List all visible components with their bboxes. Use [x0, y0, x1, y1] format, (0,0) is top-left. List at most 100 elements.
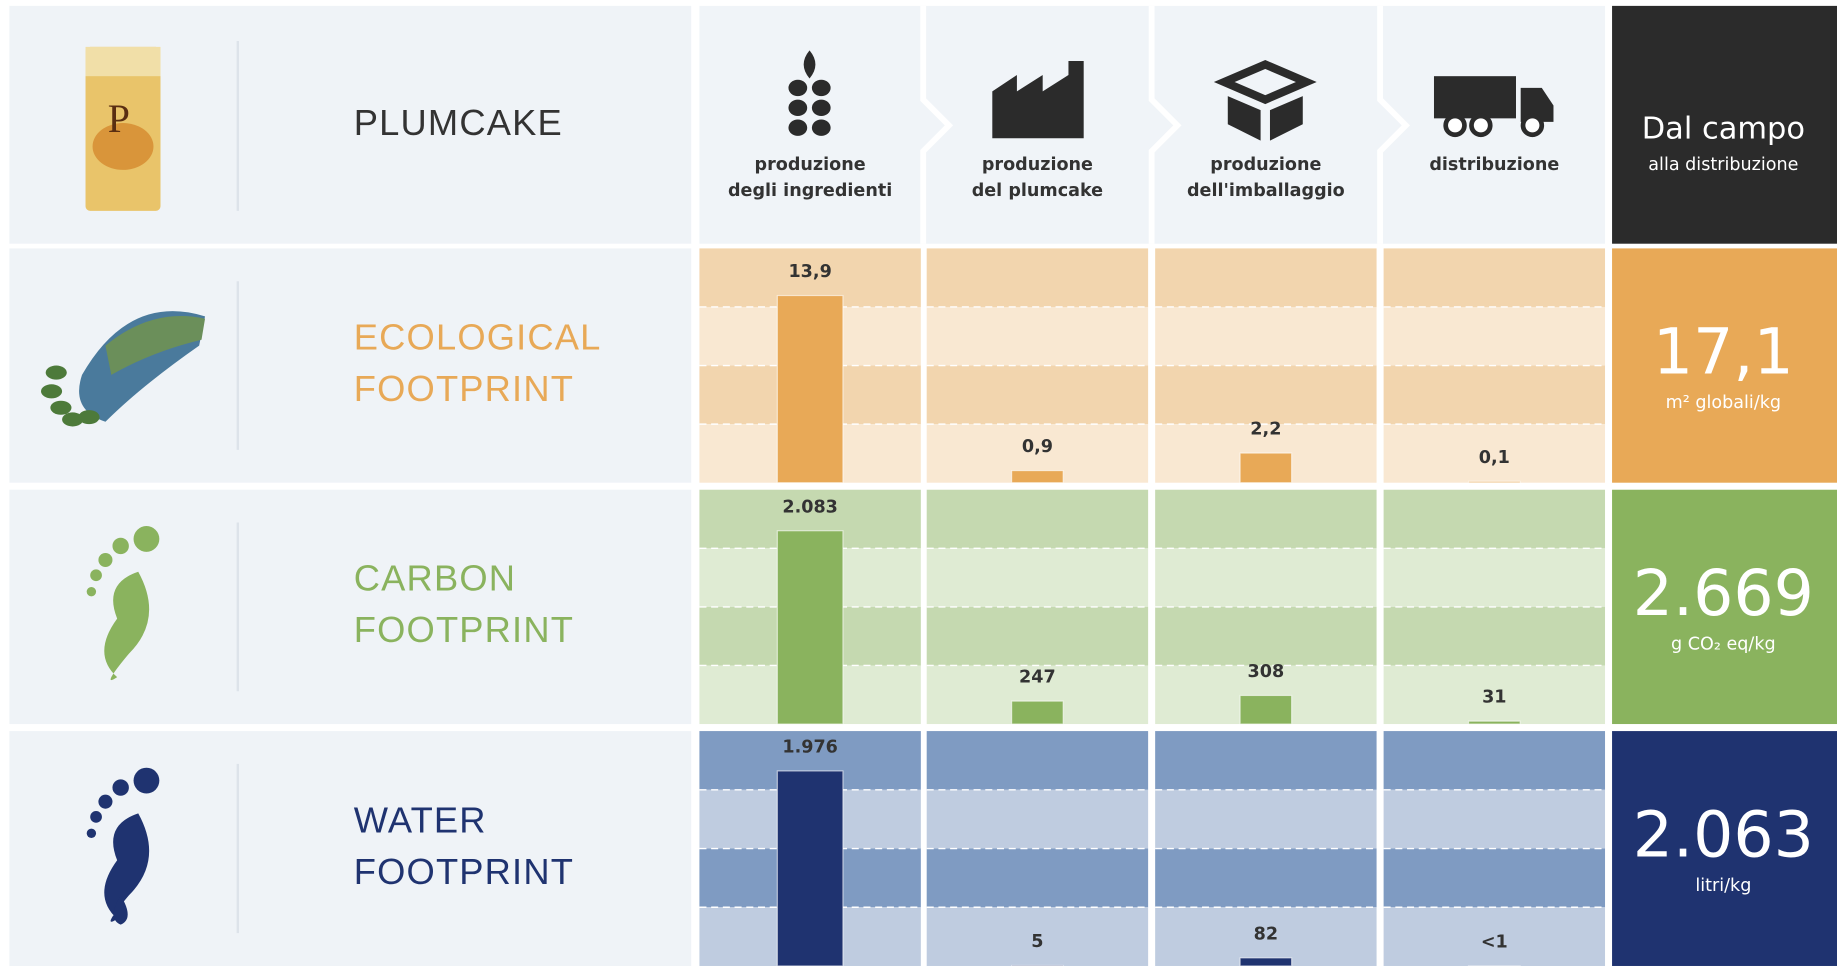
- value-label: 1.976: [782, 738, 838, 758]
- stage-label: degli ingredienti: [728, 181, 892, 201]
- band: [1155, 789, 1377, 849]
- bar: [1239, 957, 1293, 966]
- stage-label: del plumcake: [972, 181, 1103, 201]
- band: [1383, 606, 1606, 666]
- total-cell: [1612, 731, 1837, 966]
- value-label: 0,1: [1479, 448, 1510, 468]
- footprint-icon: [41, 311, 206, 427]
- band: [1155, 248, 1377, 307]
- foot-sole: [104, 813, 150, 922]
- stage-label: produzione: [982, 155, 1093, 175]
- product-name: PLUMCAKE: [354, 102, 563, 143]
- stage-icons: [788, 50, 1554, 141]
- band: [926, 907, 1149, 966]
- toe: [78, 410, 100, 425]
- toe: [50, 400, 72, 415]
- toe: [45, 365, 67, 380]
- footprint-title: WATER: [354, 799, 487, 840]
- bar: [776, 770, 844, 966]
- truck-icon: [1433, 76, 1554, 138]
- bar: [1467, 720, 1521, 725]
- band: [1155, 548, 1377, 607]
- band: [1383, 848, 1606, 908]
- value-label: <1: [1481, 932, 1508, 952]
- footprint-shape: [105, 315, 206, 375]
- bar: [776, 294, 844, 484]
- band: [1383, 489, 1606, 549]
- band: [926, 731, 1149, 790]
- total-value: 2.669: [1633, 556, 1814, 630]
- toe: [98, 553, 113, 568]
- product-image: P: [85, 46, 161, 211]
- label-cell: [9, 731, 692, 966]
- band: [1155, 848, 1377, 908]
- band: [926, 606, 1149, 666]
- value-label: 31: [1482, 688, 1506, 708]
- band: [926, 548, 1149, 607]
- total-subtitle: alla distribuzione: [1648, 155, 1798, 175]
- total-value: 2.063: [1633, 798, 1814, 872]
- total-value: 17,1: [1653, 315, 1794, 389]
- footprint-title: ECOLOGICAL: [354, 316, 602, 357]
- svg-text:P: P: [108, 97, 130, 141]
- drop: [113, 895, 128, 925]
- band: [926, 848, 1149, 908]
- value-label: 2,2: [1250, 420, 1281, 440]
- foot-sole: [104, 571, 150, 681]
- total-unit: g CO₂ eq/kg: [1671, 634, 1776, 654]
- footprint-title: CARBON: [354, 558, 516, 599]
- band: [1383, 789, 1606, 849]
- bar: [1239, 452, 1293, 484]
- bar: [1011, 470, 1064, 484]
- band: [926, 789, 1149, 849]
- toe: [112, 537, 129, 555]
- band: [1383, 548, 1606, 607]
- value-label: 308: [1248, 662, 1285, 682]
- stage-label: produzione: [1210, 155, 1321, 175]
- band: [1383, 365, 1606, 425]
- band: [1383, 306, 1606, 366]
- band: [926, 489, 1149, 549]
- total-header: [1612, 5, 1837, 244]
- footprint-title: FOOTPRINT: [354, 609, 574, 650]
- band: [1383, 731, 1606, 790]
- value-label: 5: [1031, 932, 1043, 952]
- band: [1383, 424, 1606, 483]
- value-label: 0,9: [1022, 437, 1053, 457]
- total-cell: [1612, 489, 1837, 725]
- value-label: 247: [1019, 668, 1056, 688]
- stage-label: dell'imballaggio: [1187, 181, 1345, 201]
- toe: [90, 569, 102, 582]
- footprint-title: FOOTPRINT: [354, 851, 574, 892]
- total-unit: litri/kg: [1695, 876, 1751, 896]
- toe: [62, 412, 84, 427]
- box-icon: [1213, 60, 1317, 141]
- total-title: Dal campo: [1642, 112, 1805, 147]
- bar: [1239, 694, 1293, 725]
- band: [1155, 606, 1377, 666]
- value-label: 13,9: [788, 262, 831, 282]
- toe: [86, 828, 97, 838]
- footprint-title: FOOTPRINT: [354, 368, 574, 409]
- factory-icon: [992, 60, 1084, 139]
- band: [1383, 665, 1606, 725]
- toe: [41, 384, 63, 399]
- bar: [1467, 480, 1521, 484]
- band: [926, 306, 1149, 366]
- wheat-icon: [788, 50, 831, 136]
- toe: [112, 779, 129, 796]
- band: [1155, 365, 1377, 425]
- band: [926, 365, 1149, 425]
- label-cell: [9, 489, 692, 725]
- value-label: 82: [1254, 924, 1278, 944]
- footprint-icon: [86, 767, 160, 925]
- stage-label: distribuzione: [1429, 155, 1559, 175]
- band: [1383, 248, 1606, 307]
- total-cell: [1612, 248, 1837, 483]
- footprint-icon: [86, 526, 160, 681]
- toe: [133, 526, 160, 552]
- toe: [86, 586, 97, 597]
- stage-label: produzione: [755, 155, 866, 175]
- band: [1155, 907, 1377, 966]
